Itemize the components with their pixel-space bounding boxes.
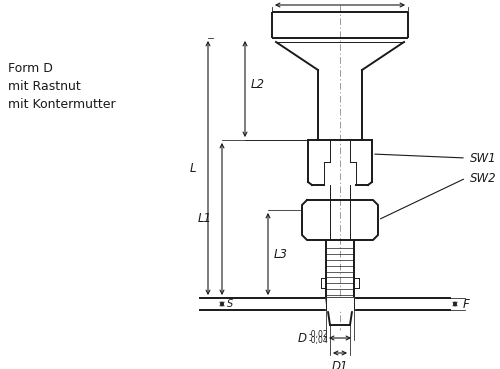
Text: L1: L1 [198, 213, 212, 225]
Text: mit Rastnut: mit Rastnut [8, 80, 81, 93]
Text: D1: D1 [332, 360, 348, 369]
Text: L3: L3 [274, 248, 288, 261]
Text: F: F [463, 297, 470, 310]
Text: SW1: SW1 [470, 152, 496, 165]
Text: L2: L2 [251, 77, 265, 90]
Text: mit Kontermutter: mit Kontermutter [8, 98, 116, 111]
Text: SW2: SW2 [470, 172, 496, 184]
Text: S: S [227, 299, 233, 309]
Text: -0,04: -0,04 [309, 337, 329, 345]
Text: Form D: Form D [8, 62, 53, 75]
Text: -0,02: -0,02 [309, 331, 328, 339]
Text: D2: D2 [342, 0, 358, 1]
Text: D: D [298, 331, 307, 345]
Text: L: L [190, 162, 196, 175]
